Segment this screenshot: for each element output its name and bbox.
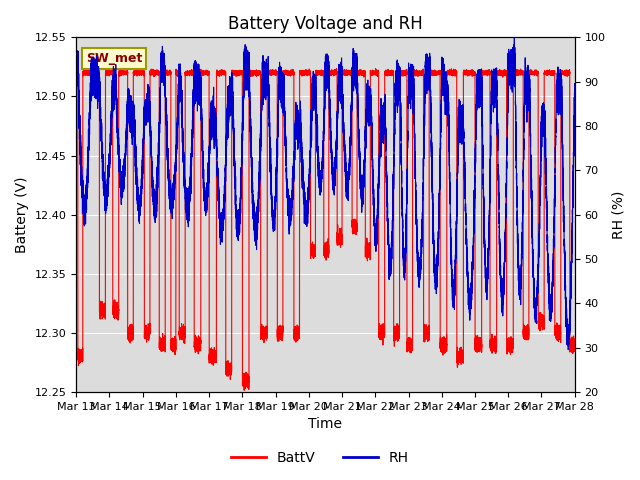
Text: SW_met: SW_met — [86, 52, 143, 65]
Legend: BattV, RH: BattV, RH — [225, 445, 415, 471]
Title: Battery Voltage and RH: Battery Voltage and RH — [228, 15, 423, 33]
Y-axis label: RH (%): RH (%) — [611, 191, 625, 239]
X-axis label: Time: Time — [308, 418, 342, 432]
Y-axis label: Battery (V): Battery (V) — [15, 177, 29, 253]
